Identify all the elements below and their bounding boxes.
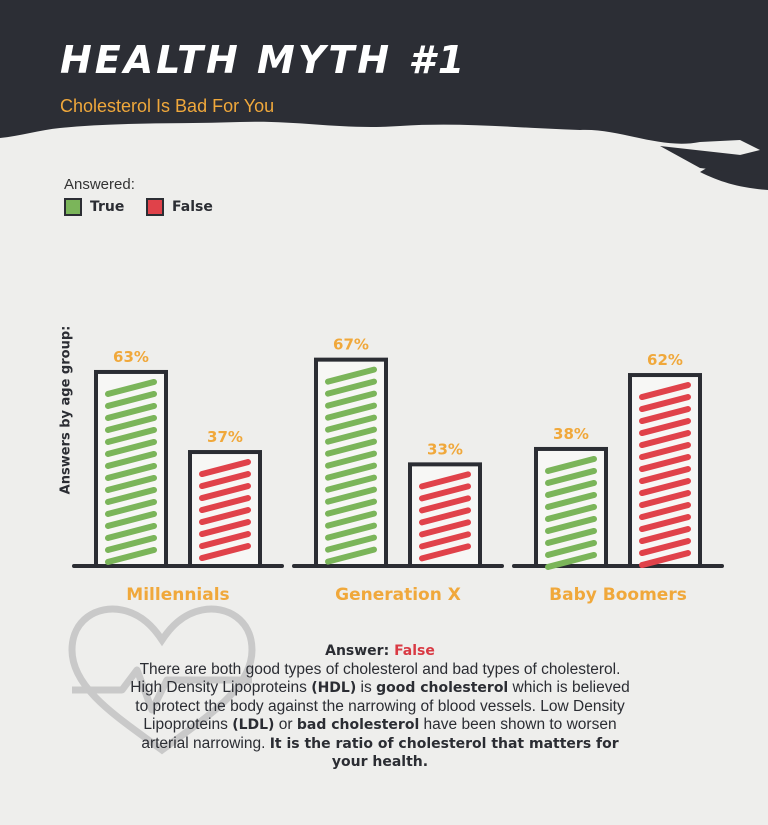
- category-label-1: Generation X: [335, 585, 461, 605]
- value-label-false-1: 33%: [427, 440, 463, 458]
- value-label-true-0: 63%: [113, 348, 149, 366]
- category-label-2: Baby Boomers: [549, 585, 687, 605]
- answer-hdl: (HDL): [311, 680, 357, 696]
- answer-value: False: [394, 643, 435, 659]
- bar-chart: 63% 37% Millennials 67% 33% Generation X 38% 62…: [72, 336, 724, 605]
- answer-ldl: (LDL): [232, 717, 275, 733]
- answer-good-cholesterol: good cholesterol: [376, 680, 509, 696]
- page-title: HEALTH MYTH #1: [60, 38, 468, 82]
- heart-pulse-icon: [68, 605, 256, 755]
- legend-item-false: False: [146, 198, 213, 216]
- category-label-0: Millennials: [126, 585, 229, 605]
- answer-heading-label: Answer:: [325, 643, 390, 659]
- bar-false-2: [628, 373, 702, 569]
- answer-bad-cholesterol: bad cholesterol: [296, 717, 420, 733]
- bar-true-0: [94, 369, 168, 568]
- value-label-false-0: 37%: [207, 428, 243, 446]
- answer-body: There are both good types of cholesterol…: [130, 661, 630, 772]
- answer-text-1: There are both good types of cholesterol…: [130, 660, 621, 697]
- bar-true-1: [314, 357, 388, 569]
- value-label-true-1: 67%: [333, 336, 369, 354]
- page-subtitle: Cholesterol Is Bad For You: [60, 96, 275, 116]
- answer-text-2: is: [356, 679, 377, 696]
- answer-text-3: which is believed to protect the body ag…: [135, 679, 630, 733]
- legend-heading: Answered:: [64, 176, 135, 193]
- legend-label-true: True: [90, 199, 125, 215]
- legend-label-false: False: [172, 199, 213, 215]
- answer-conclusion: It is the ratio of cholesterol that matt…: [269, 735, 619, 771]
- answer-heading: Answer: False: [130, 642, 630, 661]
- legend-item-true: True: [64, 198, 124, 216]
- answer-block: Answer: False There are both good types …: [130, 642, 630, 772]
- answer-text-5: have been shown to worsen arterial narro…: [141, 716, 617, 752]
- legend-swatch-false: [146, 198, 164, 216]
- legend-swatch-true: [64, 198, 82, 216]
- answer-text-4: or: [274, 716, 297, 733]
- bar-false-1: [408, 462, 482, 568]
- value-label-false-2: 62%: [647, 351, 683, 369]
- bar-true-2: [534, 446, 608, 570]
- header-banner: [0, 0, 768, 190]
- value-label-true-2: 38%: [553, 425, 589, 443]
- bar-false-0: [188, 450, 262, 569]
